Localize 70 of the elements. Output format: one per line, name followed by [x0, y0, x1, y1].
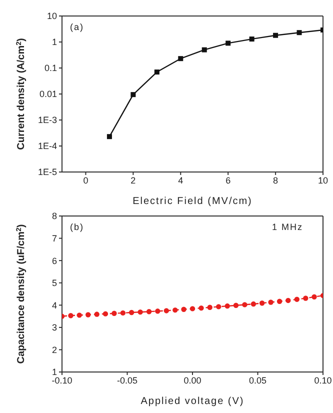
- y-tick-label: 6: [52, 256, 57, 266]
- point: [242, 302, 248, 308]
- annotation: (a): [70, 22, 84, 32]
- point: [296, 30, 302, 36]
- point: [106, 134, 112, 140]
- x-tick-label: 0: [83, 175, 88, 186]
- point: [286, 298, 291, 304]
- point: [178, 56, 184, 62]
- point: [202, 47, 207, 52]
- point: [94, 312, 100, 317]
- x-tick-label: -0.05: [116, 375, 138, 386]
- y-tick-label: 1E-4: [38, 141, 57, 152]
- point: [68, 313, 74, 318]
- point: [233, 302, 239, 308]
- point: [146, 309, 152, 314]
- point: [198, 305, 204, 311]
- y-tick-label: 4: [52, 300, 57, 310]
- point: [155, 308, 160, 314]
- x-tick-label: 0.00: [184, 375, 202, 386]
- annotation: (b): [70, 222, 84, 232]
- point: [138, 309, 143, 315]
- x-tick-label: 6: [226, 175, 231, 186]
- point: [181, 306, 186, 312]
- point: [273, 32, 278, 38]
- point: [207, 304, 212, 310]
- point: [128, 310, 134, 316]
- point: [120, 310, 126, 316]
- y-tick-label: 10: [46, 11, 57, 22]
- point: [164, 308, 169, 314]
- point: [249, 36, 254, 42]
- point: [102, 311, 108, 316]
- point: [259, 300, 265, 306]
- point: [312, 294, 317, 300]
- point: [86, 312, 91, 318]
- point: [172, 307, 178, 313]
- y-tick-label: 1: [52, 37, 57, 48]
- point: [130, 92, 136, 98]
- x-tick-label: 2: [130, 175, 136, 186]
- x-tick-label: 8: [273, 175, 278, 186]
- annotation: 1 MHz: [272, 222, 303, 232]
- x-axis-title: Applied voltage (V): [140, 396, 244, 407]
- y-tick-label: 0.1: [44, 63, 57, 74]
- y-tick-label: 3: [52, 322, 57, 333]
- point: [276, 298, 282, 304]
- x-tick-label: -0.10: [52, 375, 72, 386]
- y-tick-label: 7: [52, 233, 57, 244]
- line-series: [62, 292, 323, 319]
- x-tick-label: 0.10: [314, 375, 332, 386]
- x-tick-label: 10: [318, 175, 328, 186]
- y-tick-label: 1E-5: [38, 167, 57, 178]
- point: [268, 300, 274, 305]
- point: [303, 296, 308, 301]
- y-tick-label: 1: [52, 367, 57, 378]
- point: [224, 303, 230, 309]
- point: [76, 312, 82, 318]
- point: [112, 310, 117, 316]
- point: [226, 40, 231, 46]
- point: [154, 70, 160, 75]
- point: [294, 296, 300, 302]
- point: [216, 304, 222, 310]
- y-tick-label: 5: [52, 278, 57, 288]
- x-tick-label: 4: [178, 175, 184, 186]
- y-tick-label: 2: [52, 344, 57, 355]
- x-axis-title: Electric Field (MV/cm): [132, 196, 252, 207]
- y-tick-label: 8: [52, 211, 57, 222]
- point: [250, 301, 256, 307]
- point: [190, 306, 196, 312]
- y-tick-label: 0.01: [39, 89, 57, 100]
- y-tick-label: 1E-3: [38, 115, 57, 126]
- x-tick-label: 0.05: [248, 375, 267, 386]
